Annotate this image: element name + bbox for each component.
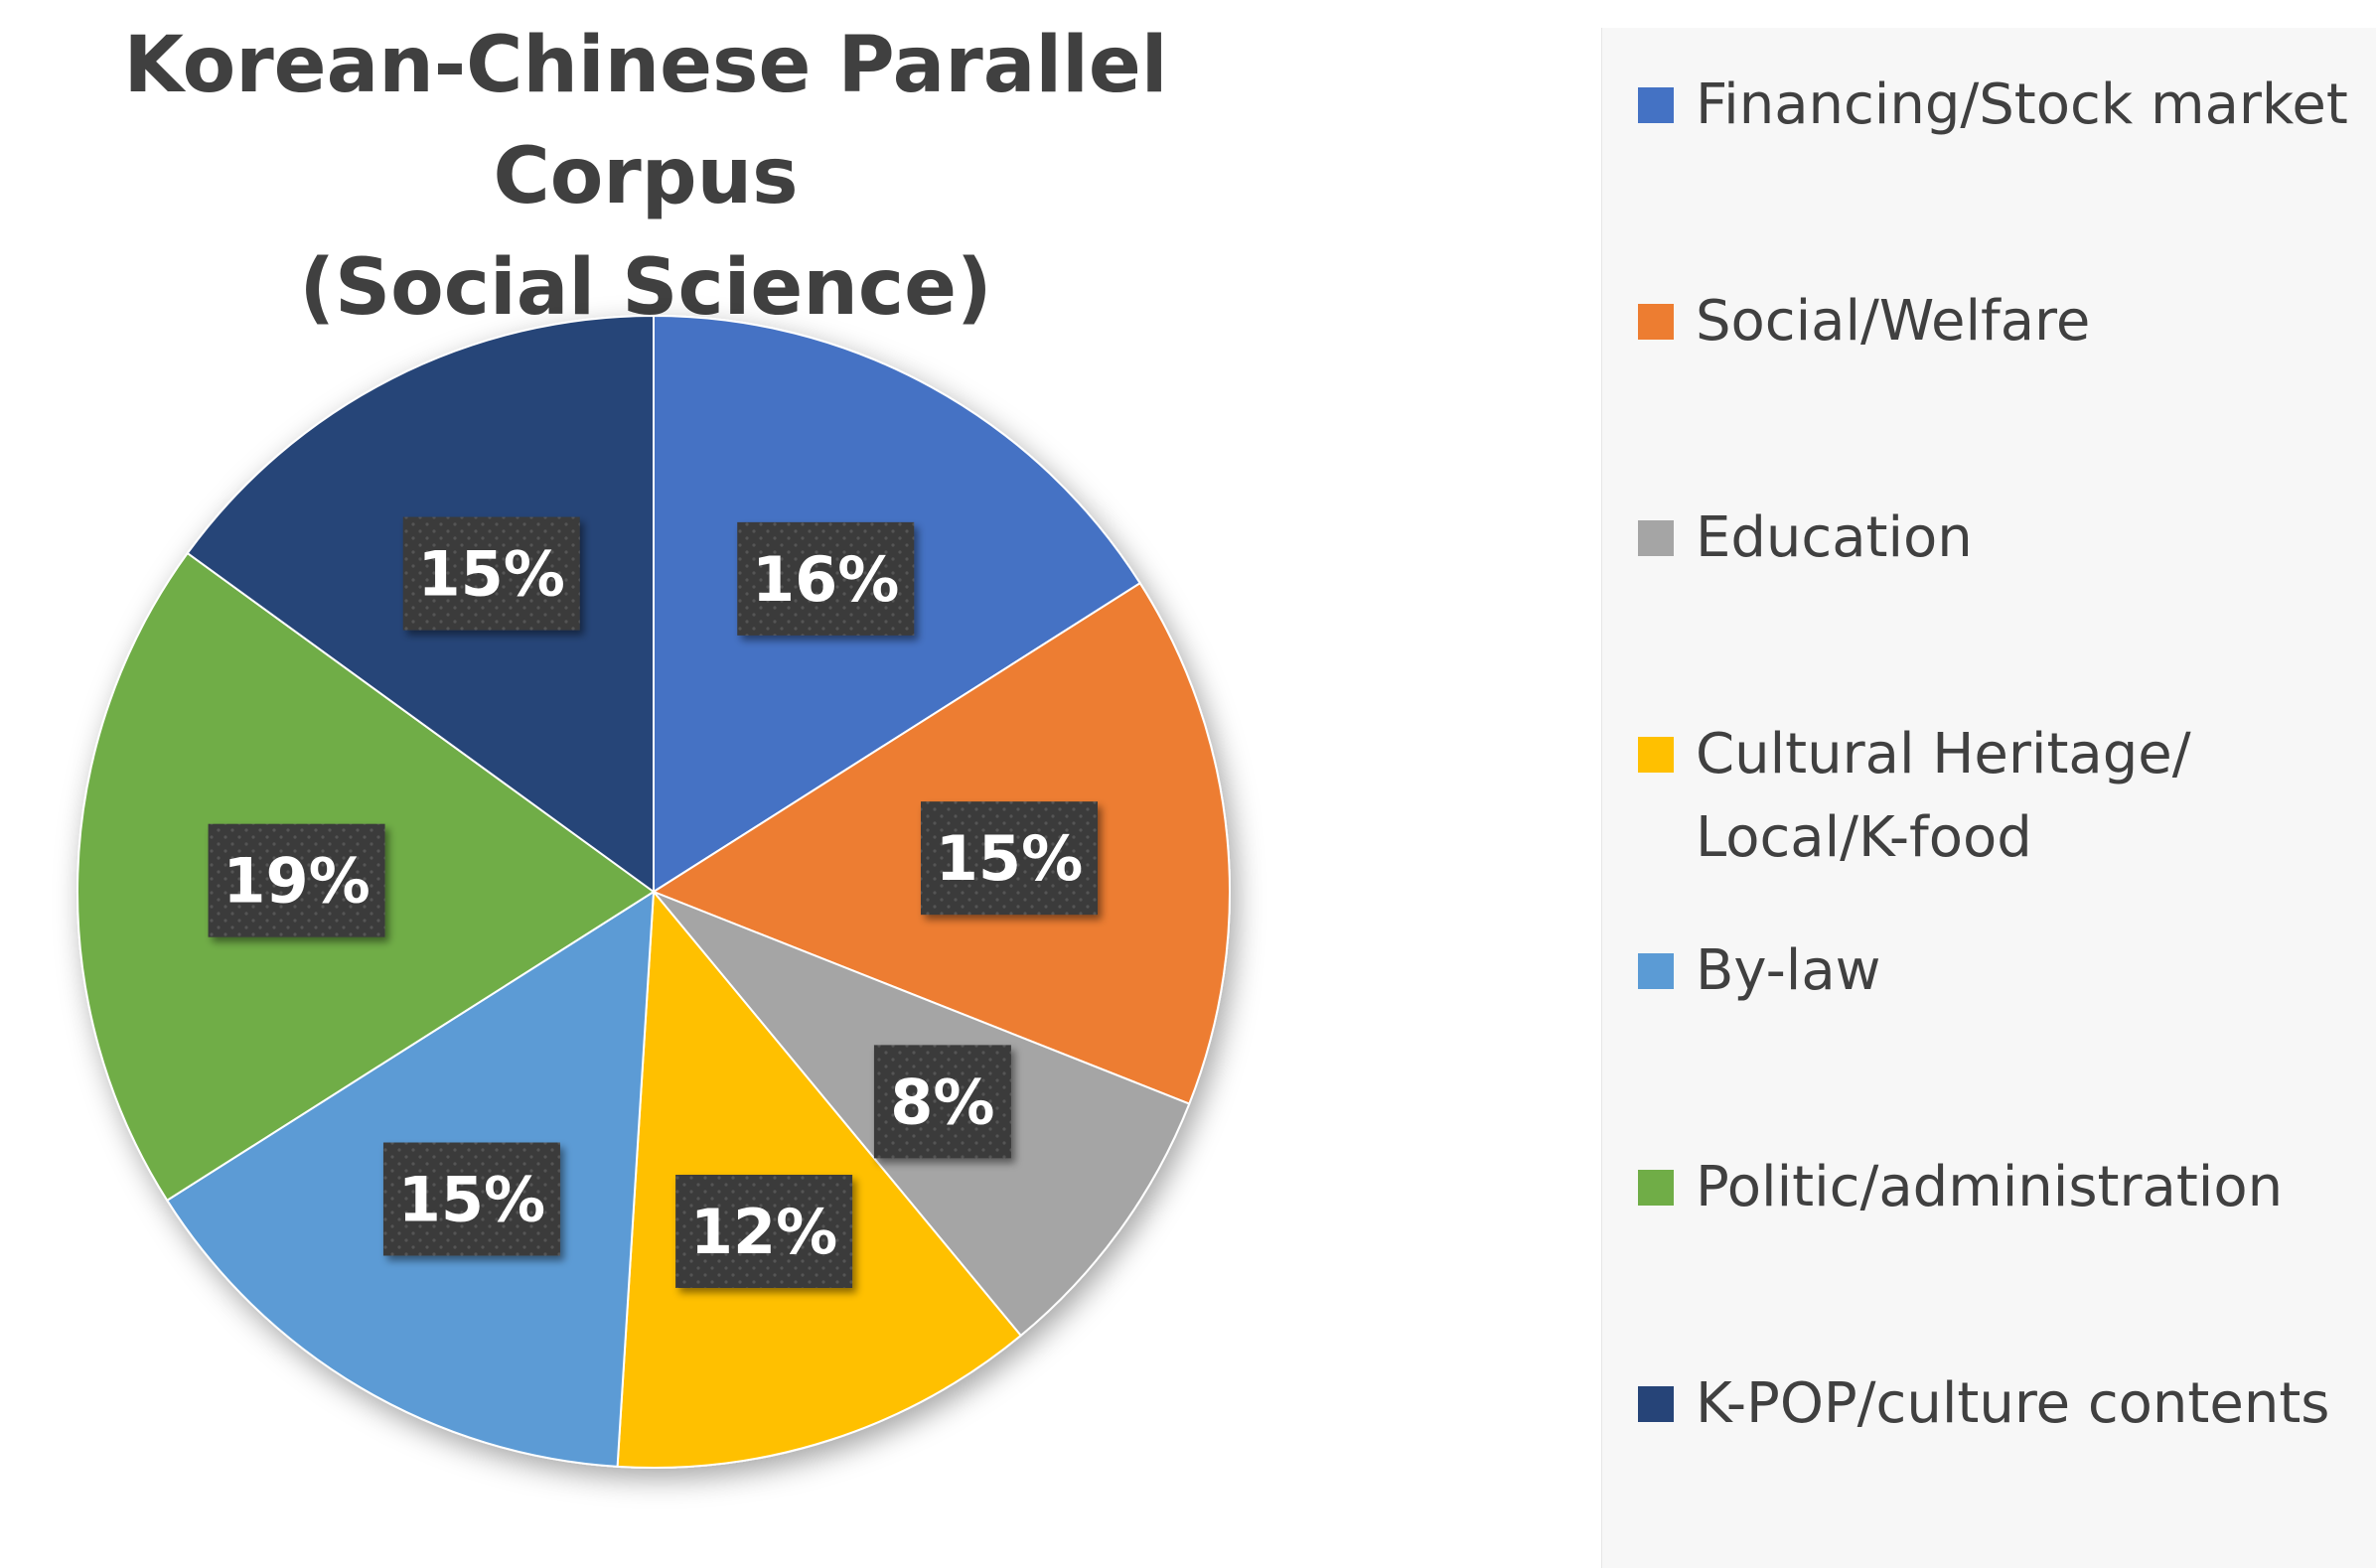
legend-swatch-6: [1638, 1386, 1674, 1422]
chart-title-line-1: Korean-Chinese Parallel Corpus: [123, 21, 1168, 221]
data-label-text-2: 8%: [890, 1066, 994, 1138]
legend: Financing/Stock market Social/Welfare Educ…: [1601, 28, 2376, 1568]
pie-chart: 16% 15% 8% 12% 15% 19% 15%: [76, 314, 1231, 1469]
legend-label-3: Cultural Heritage/ Local/K-food: [1696, 722, 2191, 870]
data-label-text-5: 19%: [223, 845, 370, 918]
legend-swatch-1: [1638, 304, 1674, 340]
data-label-1: 15%: [921, 801, 1099, 916]
pie-data-labels: 16% 15% 8% 12% 15% 19% 15%: [208, 516, 1099, 1288]
data-label-text-6: 15%: [418, 538, 565, 611]
data-label-4: 15%: [382, 1142, 560, 1256]
legend-swatch-5: [1638, 1170, 1674, 1206]
data-label-3: 12%: [675, 1174, 853, 1288]
legend-item-1: Social/Welfare: [1638, 280, 2376, 363]
legend-label-5: Politic/administration: [1696, 1155, 2284, 1219]
data-label-box-4: [382, 1142, 560, 1256]
data-label-box-0: [737, 521, 915, 636]
data-label-box-6: [402, 516, 580, 631]
legend-label-0: Financing/Stock market: [1696, 72, 2348, 137]
data-label-box-2: [873, 1045, 1011, 1159]
data-label-0: 16%: [737, 521, 915, 636]
legend-label-2: Education: [1696, 505, 1973, 570]
legend-item-2: Education: [1638, 497, 2376, 580]
legend-item-0: Financing/Stock market: [1638, 64, 2376, 147]
data-label-2: 8%: [873, 1045, 1011, 1159]
legend-swatch-0: [1638, 87, 1674, 123]
data-label-box-5: [208, 823, 385, 937]
data-label-box-3: [675, 1174, 853, 1288]
legend-label-1: Social/Welfare: [1696, 289, 2091, 354]
data-label-6: 15%: [402, 516, 580, 631]
data-label-text-0: 16%: [752, 543, 899, 616]
data-label-box-1: [921, 801, 1099, 916]
data-label-text-1: 15%: [936, 822, 1083, 895]
data-label-text-4: 15%: [398, 1164, 545, 1236]
legend-label-4: By-law: [1696, 938, 1881, 1003]
data-label-5: 19%: [208, 823, 385, 937]
legend-swatch-2: [1638, 520, 1674, 556]
chart-title: Korean-Chinese Parallel Corpus (Social S…: [0, 10, 1291, 344]
legend-swatch-3: [1638, 737, 1674, 773]
legend-item-6: K-POP/culture contents: [1638, 1362, 2376, 1446]
legend-swatch-4: [1638, 953, 1674, 989]
legend-label-6: K-POP/culture contents: [1696, 1371, 2330, 1436]
legend-item-4: By-law: [1638, 929, 2376, 1013]
data-label-text-3: 12%: [690, 1196, 837, 1268]
legend-item-3: Cultural Heritage/ Local/K-food: [1638, 713, 2376, 880]
legend-item-5: Politic/administration: [1638, 1146, 2376, 1229]
